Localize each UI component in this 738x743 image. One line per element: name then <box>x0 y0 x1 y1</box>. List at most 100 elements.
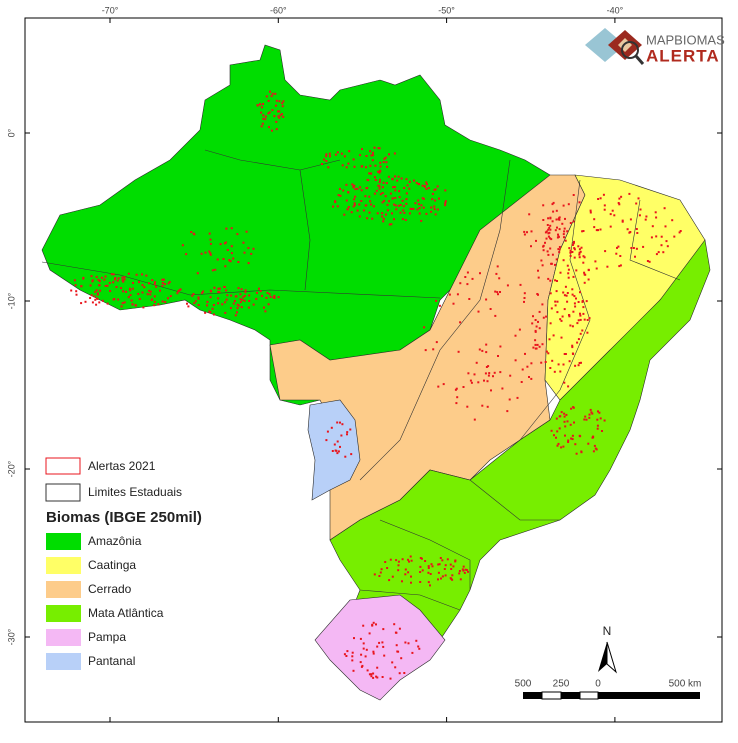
alert-dot <box>376 666 379 669</box>
alert-dot <box>535 239 537 242</box>
alert-dot <box>550 307 553 310</box>
legend-state-swatch <box>45 483 81 502</box>
alert-dot <box>388 153 390 156</box>
alert-dot <box>209 242 212 245</box>
alert-dot <box>558 228 561 231</box>
alert-dot <box>419 571 422 573</box>
alert-dot <box>554 263 556 266</box>
alert-dot <box>569 423 572 426</box>
alert-dot <box>549 228 552 231</box>
alert-dot <box>372 205 375 208</box>
alert-dot <box>364 195 367 198</box>
alert-dot <box>397 175 400 178</box>
alert-dot <box>208 232 211 235</box>
alert-dot <box>526 365 529 368</box>
alert-dot <box>252 303 255 306</box>
alert-dot <box>411 651 414 654</box>
alert-dot <box>615 252 618 255</box>
alert-dot <box>458 572 461 575</box>
alert-dot <box>255 297 258 300</box>
alert-dot <box>359 661 362 664</box>
alert-dot <box>459 578 462 581</box>
alert-dot <box>403 672 406 674</box>
alert-dot <box>262 103 264 105</box>
alert-dot <box>98 284 101 287</box>
alert-dot <box>224 301 227 304</box>
alert-dot <box>569 254 572 257</box>
alert-dot <box>123 301 126 304</box>
alert-dot <box>384 561 387 563</box>
alert-dot <box>651 225 654 228</box>
alert-dot <box>419 565 422 568</box>
alert-dot <box>583 271 586 274</box>
alert-dot <box>459 321 462 324</box>
alert-dot <box>80 302 83 305</box>
alert-dot <box>328 152 331 155</box>
alert-dot <box>371 154 374 157</box>
alert-dot <box>344 455 347 458</box>
alert-dot <box>425 188 428 190</box>
alert-dot <box>236 233 239 236</box>
alert-dot <box>385 182 388 185</box>
alert-dot <box>602 193 605 196</box>
alert-dot <box>549 279 552 282</box>
alert-dot <box>208 250 211 253</box>
alert-dot <box>601 430 603 432</box>
alert-dot <box>378 641 381 644</box>
alert-dot <box>541 343 544 346</box>
alert-dot <box>578 253 581 256</box>
alert-dot <box>121 279 124 282</box>
alert-dot <box>528 213 531 216</box>
alert-dot <box>229 260 232 263</box>
alert-dot <box>427 567 430 569</box>
alert-dot <box>142 306 145 309</box>
alert-dot <box>597 410 599 413</box>
alert-dot <box>84 300 87 303</box>
alert-dot <box>469 379 472 382</box>
logo: MAPBIOMAS ALERTA <box>585 28 725 65</box>
alert-dot <box>418 647 421 650</box>
alert-dot <box>473 373 476 376</box>
alert-dot <box>361 165 364 168</box>
alert-dot <box>405 192 408 195</box>
alert-dot <box>563 236 565 239</box>
alert-dot <box>374 179 377 181</box>
alert-dot <box>619 264 622 267</box>
alert-dot <box>248 300 251 302</box>
alert-dot <box>130 299 133 302</box>
alert-dot <box>531 322 534 325</box>
alert-dot <box>430 563 433 566</box>
alert-dot <box>562 233 565 236</box>
alert-dot <box>336 421 339 424</box>
alert-dot <box>637 197 640 200</box>
alert-dot <box>366 217 369 220</box>
alert-dot <box>604 250 607 253</box>
alert-dot <box>345 655 348 657</box>
alert-dot <box>398 196 401 199</box>
alert-dot <box>406 184 409 187</box>
alert-dot <box>530 362 533 365</box>
alert-dot <box>267 303 270 306</box>
alert-dot <box>365 166 367 169</box>
alert-dot <box>161 300 164 303</box>
alert-dot <box>541 303 544 306</box>
alert-dot <box>247 247 250 249</box>
alert-dot <box>95 275 98 278</box>
alert-dot <box>94 298 97 301</box>
alert-dot <box>421 197 424 200</box>
alert-dot <box>582 306 585 309</box>
alert-dot <box>401 199 404 202</box>
alert-dot <box>209 253 212 256</box>
alert-dot <box>596 418 599 421</box>
alert-dot <box>384 156 387 159</box>
alert-dot <box>179 288 182 291</box>
alert-dot <box>244 291 247 294</box>
alert-dot <box>581 230 584 233</box>
alert-dot <box>493 371 496 374</box>
alert-dot <box>552 210 555 213</box>
alert-dot <box>530 245 532 248</box>
alert-dot <box>535 347 538 350</box>
alert-dot <box>642 245 645 248</box>
alert-dot <box>394 666 397 669</box>
alert-dot <box>571 352 574 355</box>
